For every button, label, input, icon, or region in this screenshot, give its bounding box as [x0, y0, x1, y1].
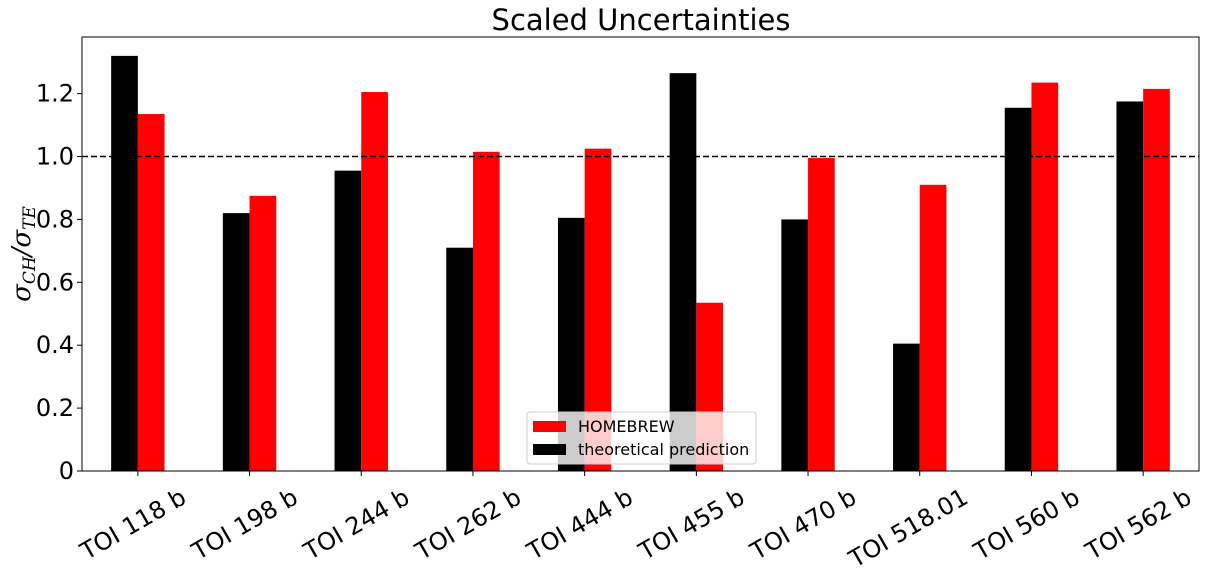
- bar-homebrew-0: [137, 114, 165, 472]
- legend-label-theoretical: theoretical prediction: [578, 440, 749, 459]
- y-tick-label: 0.8: [36, 205, 74, 233]
- legend-label-homebrew: HOMEBREW: [578, 417, 675, 436]
- y-tick-label: 1.2: [36, 80, 74, 108]
- y-tick-label: 1.0: [36, 143, 74, 171]
- y-label-sym1: σ: [7, 283, 37, 302]
- x-tick-label: TOI 560 b: [968, 483, 1084, 566]
- bar-homebrew-3: [472, 151, 500, 471]
- x-tick-label: TOI 444 b: [522, 483, 638, 566]
- y-tick-label: 0.2: [36, 394, 74, 422]
- x-tick-label: TOI 455 b: [633, 483, 749, 566]
- legend-swatch-homebrew: [533, 421, 566, 432]
- y-axis: 0 0.2 0.4 0.6 0.8 1.0 1.2: [36, 80, 82, 485]
- bar-theoretical-6: [781, 219, 809, 471]
- legend-box: [526, 411, 757, 465]
- x-tick-label: TOI 118 b: [75, 483, 191, 566]
- x-tick-label: TOI 470 b: [745, 483, 861, 566]
- bar-theoretical-3: [446, 247, 473, 471]
- y-tick-label: 0: [59, 457, 74, 485]
- y-label-slash: /: [7, 245, 37, 259]
- bar-theoretical-5: [669, 73, 697, 472]
- x-tick-label: TOI 518.01: [843, 483, 972, 572]
- bar-homebrew-7: [919, 184, 947, 472]
- chart-title: Scaled Uncertainties: [492, 3, 791, 37]
- bar-theoretical-9: [1116, 101, 1144, 472]
- y-label-sub2: TE: [20, 205, 40, 229]
- legend: HOMEBREW theoretical prediction: [526, 411, 757, 465]
- y-label-sub1: CH: [20, 255, 40, 284]
- bar-theoretical-1: [222, 213, 250, 471]
- x-tick-label: TOI 562 b: [1080, 483, 1196, 566]
- bar-homebrew-1: [249, 195, 277, 471]
- legend-swatch-theoretical: [533, 444, 566, 455]
- bar-homebrew-2: [361, 92, 388, 472]
- x-tick-label: TOI 198 b: [186, 483, 302, 566]
- x-tick-label: TOI 244 b: [298, 483, 414, 566]
- bar-homebrew-8: [1031, 82, 1059, 472]
- bar-theoretical-7: [893, 343, 920, 471]
- bars-layer: [111, 55, 1170, 472]
- bar-theoretical-8: [1004, 107, 1032, 472]
- y-tick-label: 0.4: [36, 331, 74, 359]
- y-axis-label: σCH/σTE: [7, 205, 40, 301]
- y-tick-label: 0.6: [36, 268, 74, 296]
- y-label-sym2: σ: [7, 229, 37, 248]
- plot-frame: [81, 36, 1200, 472]
- x-tick-label: TOI 262 b: [410, 483, 526, 566]
- bar-theoretical-0: [111, 55, 138, 471]
- bar-homebrew-9: [1143, 88, 1170, 472]
- bar-homebrew-6: [808, 158, 835, 471]
- bar-theoretical-2: [334, 170, 362, 471]
